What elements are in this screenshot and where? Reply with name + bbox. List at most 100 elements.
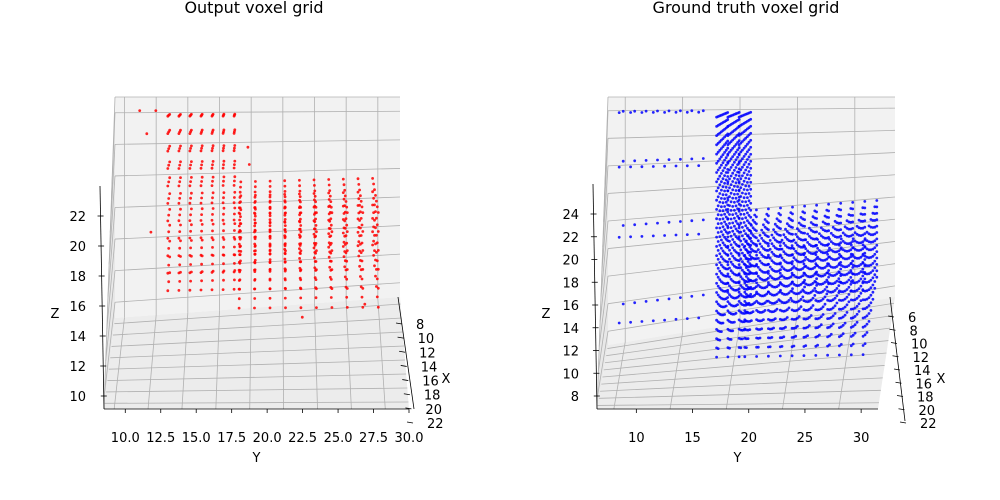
data-point xyxy=(826,308,829,311)
data-point xyxy=(748,253,752,257)
data-point xyxy=(767,281,770,285)
data-point xyxy=(875,269,879,273)
data-point xyxy=(731,271,735,275)
data-point xyxy=(867,304,871,307)
data-point xyxy=(360,277,364,281)
data-point xyxy=(737,189,741,193)
data-point xyxy=(617,165,621,169)
data-point xyxy=(211,144,215,148)
data-point xyxy=(762,247,765,250)
data-point xyxy=(179,223,182,227)
data-point xyxy=(232,270,236,274)
data-point xyxy=(374,194,377,197)
data-point xyxy=(843,305,847,309)
data-point xyxy=(821,228,825,232)
data-point xyxy=(329,251,333,255)
data-point xyxy=(782,267,786,271)
x-tick xyxy=(899,421,907,424)
data-point xyxy=(283,244,287,248)
data-point xyxy=(371,190,374,194)
data-point xyxy=(839,267,843,271)
grid-line-horizontal xyxy=(114,253,401,272)
data-point xyxy=(802,244,806,247)
data-point xyxy=(357,197,361,201)
data-point xyxy=(328,265,332,269)
data-point xyxy=(221,149,225,153)
data-point xyxy=(723,181,726,185)
data-point xyxy=(825,292,829,296)
data-point xyxy=(221,132,225,135)
data-point xyxy=(737,336,741,340)
data-point xyxy=(755,253,758,257)
data-point xyxy=(867,320,871,323)
data-point xyxy=(663,111,666,114)
data-point xyxy=(253,214,257,218)
data-point xyxy=(737,124,741,128)
data-point xyxy=(733,240,736,244)
data-point xyxy=(733,160,736,164)
data-point xyxy=(741,286,744,289)
data-point xyxy=(177,254,181,257)
data-point xyxy=(739,212,743,216)
data-point xyxy=(268,249,272,253)
data-point xyxy=(200,262,204,266)
data-point xyxy=(715,263,718,267)
x-tick-label: 14 xyxy=(914,364,931,379)
data-point xyxy=(361,268,365,271)
data-point xyxy=(755,272,758,275)
data-point xyxy=(178,163,182,167)
data-point xyxy=(188,167,192,170)
data-point xyxy=(360,295,364,299)
data-point xyxy=(747,214,751,217)
data-point xyxy=(861,325,865,329)
data-point xyxy=(372,239,375,243)
data-point xyxy=(749,159,753,163)
data-point xyxy=(749,173,753,177)
output-plot-title: Output voxel grid xyxy=(184,0,323,17)
data-point xyxy=(851,246,855,250)
data-point xyxy=(778,336,782,340)
data-point xyxy=(375,241,379,245)
data-point xyxy=(344,200,348,203)
data-point xyxy=(284,230,287,234)
x-tick-label: 12 xyxy=(419,346,436,361)
data-point xyxy=(847,293,851,296)
y-tick-label: 17.5 xyxy=(217,431,246,446)
data-point xyxy=(865,247,869,251)
data-point xyxy=(726,337,730,340)
data-point xyxy=(782,241,786,245)
data-point xyxy=(750,224,753,227)
data-point xyxy=(814,317,818,321)
data-point xyxy=(778,253,782,257)
data-point xyxy=(849,316,853,320)
data-point xyxy=(773,230,777,234)
x-tick xyxy=(887,315,895,318)
data-point xyxy=(721,265,725,269)
data-point xyxy=(833,219,837,223)
data-point xyxy=(253,249,256,253)
data-point xyxy=(799,305,803,309)
data-point xyxy=(283,213,287,217)
data-point xyxy=(849,252,853,256)
data-point xyxy=(376,230,380,233)
data-point xyxy=(869,301,873,305)
data-point xyxy=(755,281,758,285)
data-point xyxy=(737,207,741,211)
data-point xyxy=(721,249,725,253)
data-point xyxy=(778,290,782,294)
data-point xyxy=(190,176,193,179)
grid-line-floor xyxy=(147,314,157,410)
data-point xyxy=(232,236,236,239)
data-point xyxy=(787,216,791,220)
data-point xyxy=(802,308,806,312)
data-point xyxy=(232,149,236,153)
data-point xyxy=(736,222,739,226)
data-point xyxy=(345,223,349,227)
data-point xyxy=(246,145,250,149)
data-point xyxy=(298,220,302,224)
data-point xyxy=(849,326,853,329)
data-point xyxy=(166,149,170,153)
data-point xyxy=(374,226,377,230)
data-point xyxy=(232,184,236,187)
data-point xyxy=(811,222,815,226)
